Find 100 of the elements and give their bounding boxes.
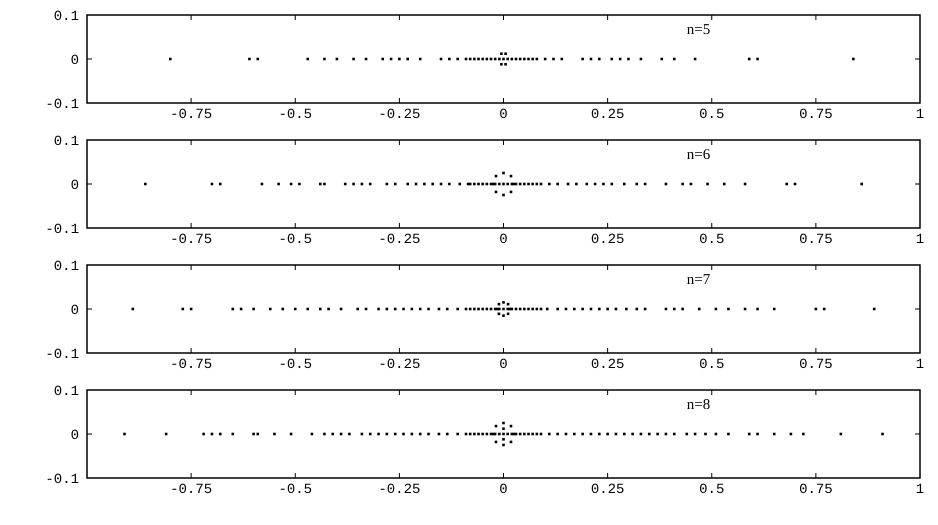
y-tick-label: 0: [70, 302, 79, 319]
point: [640, 58, 642, 60]
point: [256, 58, 260, 60]
point: [468, 58, 472, 60]
point: [672, 58, 676, 60]
point: [536, 58, 538, 60]
y-tick-label: 0.1: [54, 258, 79, 275]
point: [523, 58, 526, 60]
x-tick-label: 1: [916, 482, 924, 498]
x-tick-label: 0.75: [799, 107, 833, 123]
point: [531, 58, 534, 60]
x-tick-label: 0.5: [699, 107, 724, 123]
point: [500, 62, 503, 66]
point: [398, 58, 401, 60]
point: [456, 58, 459, 60]
x-tick-label: -0.25: [378, 107, 420, 123]
point: [518, 58, 522, 60]
point: [560, 58, 564, 60]
annotation: n=8: [686, 397, 710, 413]
x-tick-label: -0.5: [278, 107, 312, 123]
point: [336, 58, 338, 60]
y-tick-label: 0: [70, 428, 79, 444]
x-tick-label: 0: [499, 107, 508, 123]
annotation: n=5: [686, 22, 710, 38]
x-tick-label: -0.75: [170, 482, 212, 498]
x-tick-label: -0.25: [378, 482, 420, 498]
x-tick-label: -0.75: [170, 107, 212, 123]
x-tick-label: -0.5: [278, 357, 312, 373]
x-tick-label: 0.25: [590, 357, 624, 373]
point: [473, 58, 476, 60]
y-tick-label: 0.1: [54, 8, 79, 25]
point: [498, 58, 501, 60]
x-tick-label: 0.75: [799, 232, 833, 248]
y-tick-label: 0: [70, 178, 79, 194]
x-tick-label: 0: [499, 482, 508, 498]
annotation: n=7: [686, 272, 711, 288]
x-tick-label: -0.5: [278, 482, 312, 498]
point: [502, 58, 505, 60]
point: [506, 58, 509, 60]
point: [481, 58, 484, 60]
x-tick-label: 1: [916, 232, 924, 248]
x-tick-label: 1: [916, 107, 924, 123]
point: [352, 58, 355, 60]
point: [852, 58, 855, 60]
x-tick-label: 0: [499, 357, 508, 373]
point: [618, 58, 622, 60]
point: [323, 58, 326, 60]
point: [440, 58, 442, 60]
x-tick-label: 0.75: [799, 357, 833, 373]
point: [390, 58, 392, 60]
x-tick-label: 0.5: [699, 482, 724, 498]
x-tick-label: -0.25: [378, 232, 420, 248]
point: [504, 52, 507, 56]
point: [486, 58, 488, 60]
x-tick-label: 1: [916, 357, 924, 373]
point: [364, 58, 368, 60]
x-tick-label: -0.75: [170, 232, 212, 248]
point: [448, 58, 451, 60]
x-tick-label: 0: [499, 232, 508, 248]
point: [627, 58, 630, 60]
point: [406, 58, 410, 60]
point: [500, 52, 503, 56]
point: [756, 58, 759, 60]
point: [494, 58, 496, 60]
y-tick-label: 0.1: [54, 134, 79, 150]
point: [248, 58, 251, 60]
x-tick-label: 0.25: [590, 107, 624, 123]
point: [590, 58, 592, 60]
y-tick-label: 0.1: [54, 384, 79, 400]
y-tick-label: -0.1: [45, 222, 79, 238]
point: [490, 58, 492, 60]
x-tick-label: 0.25: [590, 482, 624, 498]
point: [504, 62, 507, 66]
x-tick-label: 0.75: [799, 482, 833, 498]
y-tick-label: 0: [70, 52, 79, 69]
point: [748, 58, 751, 60]
point: [510, 58, 514, 60]
point: [598, 58, 601, 60]
x-tick-label: -0.75: [170, 357, 212, 373]
y-tick-label: -0.1: [45, 472, 79, 488]
point: [527, 58, 530, 60]
point: [169, 58, 172, 60]
point: [610, 58, 614, 60]
x-tick-label: -0.5: [278, 232, 312, 248]
y-tick-label: -0.1: [45, 346, 79, 363]
point: [306, 58, 310, 60]
x-tick-label: -0.25: [378, 357, 420, 373]
point: [477, 58, 480, 60]
x-tick-label: 0.5: [699, 232, 724, 248]
point: [581, 58, 584, 60]
x-tick-label: 0.25: [590, 232, 624, 248]
point: [464, 58, 468, 60]
point: [552, 58, 555, 60]
x-tick-label: 0.5: [699, 357, 724, 373]
point: [660, 58, 664, 60]
point: [694, 58, 696, 60]
point: [514, 58, 518, 60]
point: [418, 58, 422, 60]
point: [544, 58, 546, 60]
point: [381, 58, 384, 60]
